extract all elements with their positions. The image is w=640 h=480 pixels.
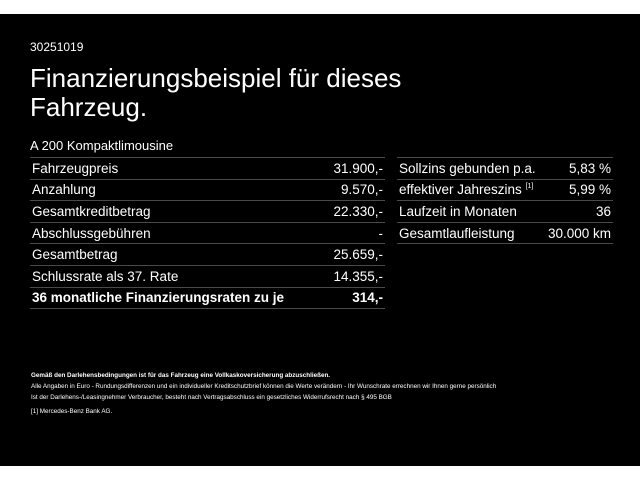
table-row-monthly-rate: 36 monatliche Finanzierungsraten zu je 31… (30, 286, 385, 310)
row-label: Laufzeit in Monaten (397, 200, 544, 223)
vehicle-code: 30251019 (30, 40, 84, 54)
table-row: Gesamtbetrag 25.659,- (30, 243, 385, 266)
row-value: 314,- (323, 286, 385, 310)
table-row: Abschlussgebühren - (30, 221, 385, 244)
table-row: Sollzins gebunden p.a. 5,83 % (397, 157, 613, 180)
interest-table: Sollzins gebunden p.a. 5,83 % effektiver … (397, 157, 613, 245)
row-value: 30.000 km (543, 221, 613, 245)
row-value: 5,83 % (543, 157, 613, 180)
row-label: Anzahlung (30, 178, 324, 201)
row-value: 22.330,- (323, 200, 385, 223)
label-text: effektiver Jahreszins (399, 182, 522, 198)
row-value: 9.570,- (323, 178, 385, 201)
table-row: Anzahlung 9.570,- (30, 178, 385, 201)
table-row: Gesamtlaufleistung 30.000 km (397, 221, 613, 245)
row-label: Sollzins gebunden p.a. (397, 157, 544, 180)
footnote-marker: [1] (525, 183, 534, 191)
disclaimer-line: Alle Angaben in Euro - Rundungsdifferenz… (31, 383, 497, 390)
row-label: Gesamtbetrag (30, 243, 324, 266)
table-row: effektiver Jahreszins [1] 5,99 % (397, 178, 613, 201)
row-value: 14.355,- (323, 264, 385, 288)
row-label: Gesamtkreditbetrag (30, 200, 324, 223)
table-row: Fahrzeugpreis 31.900,- (30, 157, 385, 180)
row-value: 25.659,- (323, 243, 385, 266)
row-value: 5,99 % (543, 178, 613, 201)
legal-notes: Gemäß den Darlehensbedingungen ist für d… (31, 370, 496, 417)
row-label: 36 monatliche Finanzierungsraten zu je (30, 286, 324, 310)
financing-panel: 30251019 Finanzierungsbeispiel für diese… (0, 14, 640, 466)
page-title: Finanzierungsbeispiel für dieses Fahrzeu… (30, 63, 402, 122)
row-value: 31.900,- (323, 157, 385, 180)
withdrawal-note: Ist der Darlehens-/Leasingnehmer Verbrau… (31, 394, 392, 401)
insurance-note: Gemäß den Darlehensbedingungen ist für d… (31, 372, 331, 379)
row-label: effektiver Jahreszins [1] (397, 178, 544, 201)
model-name: A 200 Kompaktlimousine (30, 138, 174, 153)
row-value: 36 (543, 200, 613, 223)
table-row: Gesamtkreditbetrag 22.330,- (30, 200, 385, 223)
row-label: Abschlussgebühren (30, 221, 324, 244)
row-label: Gesamtlaufleistung (397, 221, 544, 245)
row-label: Fahrzeugpreis (30, 157, 324, 180)
footnote: [1] Mercedes-Benz Bank AG. (31, 408, 113, 415)
row-value: - (323, 221, 385, 244)
table-row: Laufzeit in Monaten 36 (397, 200, 613, 223)
financing-table: Fahrzeugpreis 31.900,- Anzahlung 9.570,- G… (30, 157, 385, 310)
table-row: Schlussrate als 37. Rate 14.355,- (30, 264, 385, 288)
row-label: Schlussrate als 37. Rate (30, 264, 324, 288)
